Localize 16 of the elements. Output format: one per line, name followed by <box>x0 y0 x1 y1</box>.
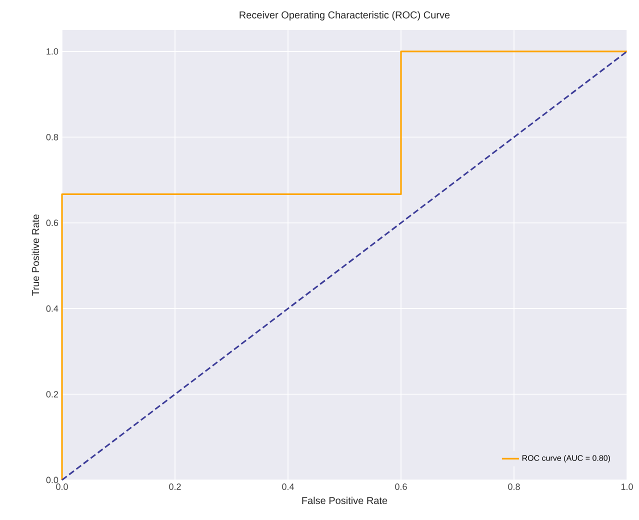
legend-label: ROC curve (AUC = 0.80) <box>522 454 610 462</box>
x-tick-label: 0.8 <box>508 484 520 490</box>
y-tick-label: 0.8 <box>46 134 58 140</box>
y-axis-title: True Positive Rate <box>32 214 40 296</box>
x-tick-label: 0.4 <box>282 484 294 490</box>
x-tick-label: 1.0 <box>621 484 633 490</box>
y-tick-label: 0.0 <box>46 476 58 484</box>
x-axis-title: False Positive Rate <box>302 496 388 504</box>
y-tick-label: 0.6 <box>46 220 58 226</box>
y-tick-label: 0.4 <box>46 305 58 312</box>
chart-title: Receiver Operating Characteristic (ROC) Curve <box>240 11 450 20</box>
y-tick-label: 1.0 <box>46 48 58 55</box>
x-tick-label: 0.2 <box>169 484 181 490</box>
x-tick-label: 0.6 <box>395 484 407 490</box>
y-tick-label: 0.2 <box>46 391 58 398</box>
x-tick-label: 0.0 <box>56 484 68 490</box>
